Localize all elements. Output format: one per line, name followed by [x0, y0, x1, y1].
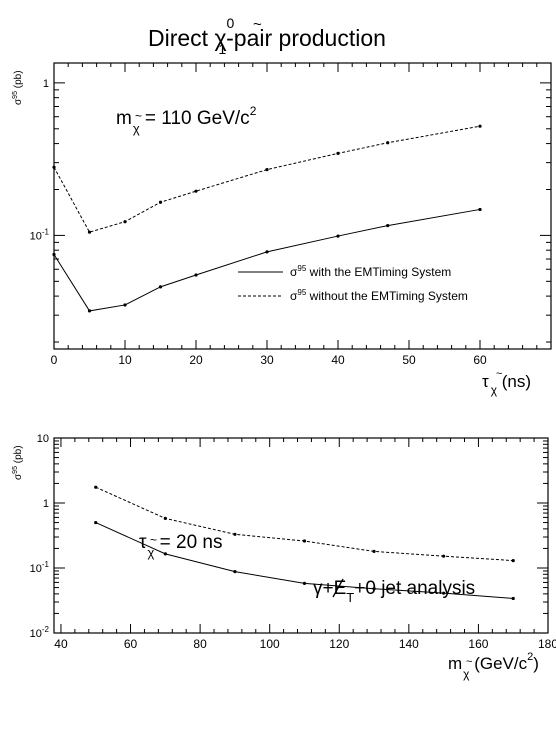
data-point: [511, 596, 515, 601]
y-tick-labels: 10 1 10-1 10-2: [30, 433, 50, 640]
data-point: [194, 189, 198, 193]
x-tick-label: 50: [402, 353, 416, 367]
figure-title: Direct χ0 1-pair production ~: [148, 15, 386, 57]
svg-text:mχ (GeV/c2): mχ (GeV/c2): [448, 651, 539, 681]
x-tick-labels: 0 10 20 30 40 50 60: [51, 353, 487, 367]
x-tick-label: 60: [473, 353, 487, 367]
data-point: [265, 168, 269, 172]
svg-text:τχ = 20 ns: τχ = 20 ns: [139, 532, 222, 560]
y-tick-label: 10: [37, 433, 49, 445]
y-tick-label: 10-1: [30, 227, 50, 242]
x-axis-label: mχ (GeV/c2) ~: [448, 651, 539, 681]
x-tick-label: 120: [329, 637, 349, 651]
series-points: [94, 485, 515, 601]
axis-ticks: [53, 63, 551, 349]
x-tick-label: 100: [260, 637, 280, 651]
panel-mass: 40 60 80 100 120 140 160 180 10 1 10-1 10-2 σ95 (p…: [12, 433, 556, 681]
mass-annotation: mχ = 110 GeV/c2 ~: [116, 104, 257, 136]
data-point: [442, 591, 446, 595]
data-point: [87, 309, 92, 313]
y-tick-label: 1: [43, 78, 49, 90]
plot-frame: [53, 62, 552, 350]
legend: σ95 with the EMTiming System σ95 without…: [238, 264, 468, 303]
data-point: [123, 220, 127, 224]
x-tick-label: 20: [189, 353, 203, 367]
data-point: [233, 532, 237, 536]
y-tick-label: 1: [43, 498, 49, 510]
lifetime-annotation: τχ = 20 ns ~: [139, 532, 222, 560]
data-point: [302, 581, 307, 585]
y-axis-label: σ95 (pb): [12, 70, 24, 105]
data-point: [123, 303, 127, 307]
svg-text:Direct χ01-pair production: Direct χ0 1-pair production: [148, 15, 386, 57]
x-tick-label: 140: [399, 637, 419, 651]
title-tail: -pair production: [226, 25, 386, 51]
y-tick-label: 10-2: [30, 625, 50, 640]
data-point: [94, 485, 98, 489]
x-tick-label: 60: [124, 637, 138, 651]
data-point: [194, 273, 198, 277]
data-point: [478, 124, 482, 128]
series-line-dashed: [53, 125, 481, 233]
data-point: [336, 234, 340, 238]
data-point: [372, 587, 376, 591]
data-point: [163, 516, 167, 520]
analysis-annotation: γ+ET+0 jet analysis: [313, 578, 475, 605]
data-point: [265, 250, 269, 254]
x-tick-label: 80: [193, 637, 207, 651]
data-point: [233, 570, 237, 574]
legend-entry-without: σ95 without the EMTiming System: [290, 288, 468, 303]
title-sub: 1: [218, 41, 226, 57]
svg-text:γ+ET+0 jet analysis: γ+ET+0 jet analysis: [313, 578, 475, 605]
data-point: [52, 252, 56, 257]
y-tick-label: 10-1: [30, 560, 50, 575]
title-main: Direct χ: [148, 25, 227, 51]
data-point: [163, 552, 167, 556]
x-tick-label: 180: [538, 637, 556, 651]
x-tick-label: 40: [54, 637, 68, 651]
data-point: [478, 207, 482, 212]
svg-text:mχ = 110 GeV/c2: mχ = 110 GeV/c2: [116, 104, 257, 136]
data-point: [94, 520, 98, 525]
axis-ticks: [54, 437, 549, 634]
plot-frame: [53, 437, 549, 634]
data-point: [52, 165, 56, 169]
x-tick-label: 160: [468, 637, 488, 651]
y-tick-labels: 1 10-1: [30, 78, 50, 243]
data-point: [511, 558, 515, 563]
data-point: [386, 141, 390, 145]
legend-entry-with: σ95 with the EMTiming System: [290, 264, 451, 279]
data-point: [336, 151, 340, 155]
data-point: [302, 539, 307, 543]
met-symbol: E: [334, 578, 347, 599]
svg-text:~: ~: [466, 656, 472, 668]
title-sup: 0: [227, 15, 235, 31]
data-point: [87, 230, 92, 234]
data-point: [158, 285, 163, 289]
svg-text:~: ~: [135, 109, 142, 123]
x-tick-label: 10: [118, 353, 132, 367]
title-tilde: ~: [253, 16, 262, 33]
series-lines: [53, 125, 481, 312]
svg-text:~: ~: [150, 533, 157, 547]
data-point: [386, 223, 390, 228]
svg-text:τχ (ns): τχ (ns): [482, 372, 531, 397]
y-axis-label: σ95 (pb): [12, 445, 24, 480]
x-tick-label: 30: [260, 353, 274, 367]
svg-text:~: ~: [496, 368, 502, 380]
data-point: [442, 554, 446, 558]
x-tick-labels: 40 60 80 100 120 140 160 180: [54, 637, 556, 651]
x-tick-label: 40: [331, 353, 345, 367]
series-points: [52, 124, 482, 313]
x-tick-label: 0: [51, 353, 58, 367]
met-slash: [332, 578, 344, 598]
data-point: [372, 549, 376, 554]
data-point: [158, 200, 163, 204]
